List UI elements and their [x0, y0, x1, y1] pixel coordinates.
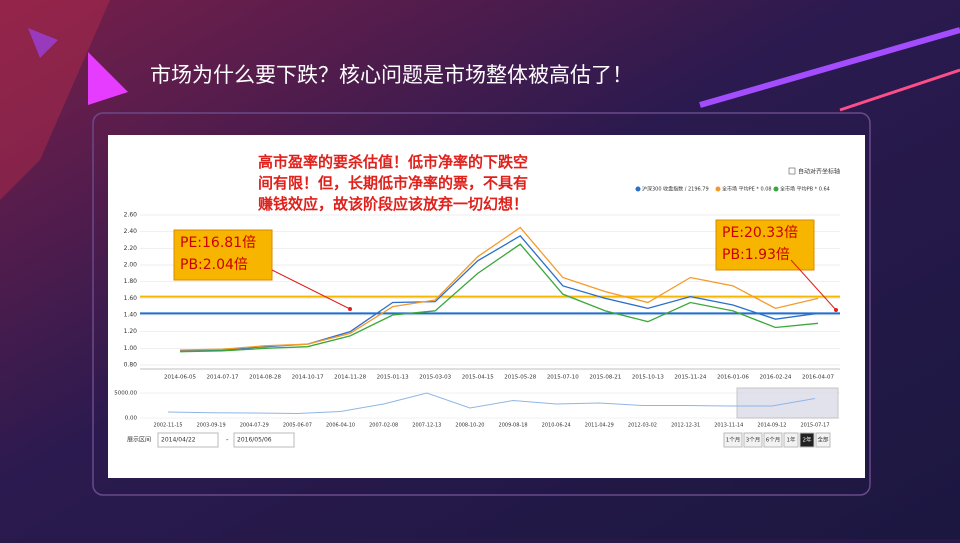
y-tick-label: 2.40: [124, 228, 138, 235]
x-tick-label: 2015-05-28: [504, 375, 536, 381]
x-tick-label: 2015-10-13: [632, 375, 664, 381]
y-tick-label: 1.40: [124, 312, 138, 319]
navigator-line: [167, 392, 816, 415]
range-button-label: 1年: [787, 436, 796, 444]
navigator-y-label: 0.00: [125, 416, 138, 422]
date-value: 2014/04/22: [161, 437, 196, 444]
decor: [88, 52, 128, 105]
y-tick-label: 1.80: [124, 278, 138, 285]
range-button-label: 3个月: [746, 437, 761, 444]
callout-text: PB:2.04倍: [180, 257, 248, 273]
callout-arrow-head: [834, 308, 838, 312]
decor: [0, 0, 110, 200]
x-tick-label: 2015-04-15: [462, 375, 494, 381]
navigator-x-label: 2005-06-07: [283, 423, 312, 429]
x-tick-label: 2014-06-05: [164, 375, 196, 381]
callout-text: PB:1.93倍: [722, 247, 790, 263]
x-tick-label: 2014-11-28: [334, 375, 366, 381]
y-tick-label: 2.00: [124, 262, 138, 269]
navigator-x-label: 2007-02-08: [369, 423, 398, 429]
callout-arrow: [271, 269, 351, 310]
range-button-label: 6个月: [766, 437, 781, 444]
x-tick-label: 2015-08-21: [589, 375, 621, 381]
range-button[interactable]: [763, 432, 783, 448]
range-button-label: 1个月: [726, 437, 741, 444]
navigator-x-label: 2010-06-24: [542, 423, 571, 429]
y-tick-label: 1.00: [124, 345, 138, 352]
date-value: 2016/05/06: [237, 437, 272, 444]
range-button[interactable]: [799, 432, 815, 448]
range-button[interactable]: [743, 432, 763, 448]
range-button-label: 2年: [803, 436, 812, 444]
x-tick-label: 2015-11-24: [674, 375, 706, 381]
callout-text: PE:16.81倍: [180, 235, 256, 251]
navigator-x-label: 2009-08-18: [499, 423, 528, 429]
legend-marker: [715, 186, 721, 192]
x-tick-label: 2016-04-07: [802, 375, 834, 381]
decor: [699, 27, 960, 108]
navigator-x-label: 2013-11-14: [714, 423, 743, 429]
callout-box: [173, 229, 273, 281]
annotation: 赚钱效应，故该阶段应该放弃一切幻想！: [257, 195, 528, 213]
legend-checkbox: [788, 167, 796, 175]
x-tick-label: 2015-03-03: [419, 375, 451, 381]
y-tick-label: 0.80: [124, 362, 138, 369]
range-label: 展示区间: [127, 436, 151, 444]
range-button[interactable]: [783, 432, 799, 448]
decor: [839, 68, 960, 112]
y-tick-label: 2.60: [124, 212, 138, 219]
navigator-x-label: 2008-10-20: [455, 423, 484, 429]
date-input[interactable]: [157, 432, 219, 448]
annotation: 间有限！但，长期低市净率的票，不具有: [258, 174, 528, 192]
navigator-y-label: 5000.00: [114, 391, 137, 397]
legend-marker: [635, 186, 641, 192]
range-button-label: 全部: [817, 436, 829, 444]
legend-label: 全市场 平均PE * 0.08: [722, 186, 772, 193]
x-tick-label: 2014-08-28: [249, 375, 281, 381]
annotation: 高市盈率的要杀估值！低市净率的下跌空: [258, 153, 528, 171]
decor: [28, 28, 58, 58]
navigator-x-label: 2014-09-12: [757, 423, 786, 429]
date-input[interactable]: [233, 432, 295, 448]
range-button[interactable]: [815, 432, 831, 448]
navigator-x-label: 2004-07-29: [240, 423, 269, 429]
callout-arrow: [790, 259, 837, 311]
x-tick-label: 2016-02-24: [759, 375, 791, 381]
x-tick-label: 2014-10-17: [292, 375, 324, 381]
navigator-x-label: 2012-12-31: [671, 423, 700, 429]
legend-label: 全市场 平均PB * 0.64: [780, 186, 830, 193]
navigator-x-label: 2012-03-02: [628, 423, 657, 429]
callout-box: [715, 219, 815, 271]
legend-label: 沪深300 收盘指数 / 2196.79: [642, 186, 709, 193]
navigator-x-label: 2007-12-13: [412, 423, 441, 429]
y-tick-label: 1.20: [124, 328, 138, 335]
range-separator: -: [226, 436, 229, 444]
series-line: [179, 226, 819, 351]
series-line: [179, 243, 819, 353]
frame: [92, 112, 871, 496]
x-tick-label: 2014-07-17: [207, 375, 239, 381]
y-tick-label: 2.20: [124, 245, 138, 252]
range-button[interactable]: [723, 432, 743, 448]
navigator-x-label: 2006-04-10: [326, 423, 355, 429]
x-tick-label: 2015-01-13: [377, 375, 409, 381]
legend-marker: [773, 186, 779, 192]
navigator-x-label: 2011-04-29: [585, 423, 614, 429]
callout-arrow-head: [348, 307, 352, 311]
y-tick-label: 1.60: [124, 295, 138, 302]
x-tick-label: 2015-07-10: [547, 375, 579, 381]
x-tick-label: 2016-01-06: [717, 375, 749, 381]
slide-title: 市场为什么要下跌？核心问题是市场整体被高估了！: [150, 63, 633, 87]
legend-checkbox-label: 自动对齐坐标轴: [798, 168, 840, 176]
navigator-x-label: 2002-11-15: [153, 423, 182, 429]
callout-text: PE:20.33倍: [722, 225, 798, 241]
navigator-x-label: 2015-07-17: [800, 423, 829, 429]
navigator-x-label: 2003-09-19: [197, 423, 226, 429]
